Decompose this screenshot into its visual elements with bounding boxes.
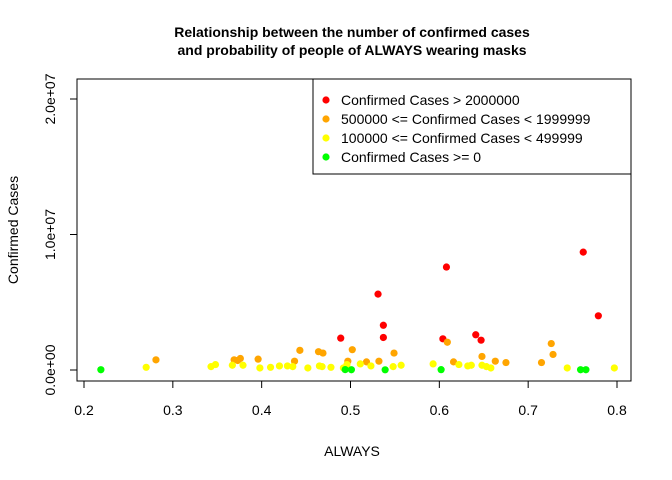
x-tick-label: 0.5 [341, 402, 361, 418]
data-point-series-2 [491, 357, 499, 365]
data-point-series-3 [289, 363, 297, 371]
data-point-series-2 [547, 339, 555, 348]
data-point-series-3 [397, 361, 405, 369]
data-point-series-4 [97, 366, 105, 374]
data-point-series-3 [266, 363, 275, 371]
data-point-series-3 [356, 360, 364, 368]
data-point-series-2 [390, 349, 398, 357]
x-tick-label: 0.4 [252, 402, 272, 418]
chart-title-line-2: and probability of people of ALWAYS wear… [177, 42, 526, 58]
data-point-series-3 [304, 364, 312, 372]
data-point-series-2 [296, 346, 304, 354]
x-tick-label: 0.3 [163, 402, 183, 418]
data-point-series-3 [256, 364, 264, 372]
data-point-series-2 [443, 338, 451, 346]
x-tick-label: 0.8 [607, 402, 627, 418]
data-point-series-2 [152, 356, 160, 364]
data-point-series-2 [537, 358, 546, 367]
x-tick-label: 0.6 [430, 402, 450, 418]
data-point-series-3 [367, 362, 375, 370]
data-point-series-3 [239, 361, 247, 369]
x-axis: 0.2 0.3 0.4 0.5 0.6 0.7 0.8 [74, 380, 627, 418]
data-point-series-1 [442, 263, 451, 271]
data-point-series-3 [283, 362, 292, 370]
x-tick-label: 0.2 [74, 402, 94, 418]
legend-entry-label: Confirmed Cases > 2000000 [341, 92, 520, 108]
data-point-series-2 [375, 357, 383, 365]
legend-box [312, 78, 632, 175]
data-point-series-2 [290, 357, 299, 365]
data-point-series-1 [594, 312, 602, 320]
legend-entry-label: 500000 <= Confirmed Cases < 1999999 [341, 111, 591, 127]
data-point-series-3 [327, 363, 335, 371]
data-point-series-4 [576, 366, 585, 374]
y-tick-label: 2.0e+07 [42, 73, 58, 124]
data-point-series-2 [502, 358, 510, 367]
data-point-series-2 [348, 346, 356, 354]
y-tick-label: 1.0e+07 [42, 209, 58, 260]
data-point-series-3 [142, 363, 150, 371]
chart-title-line-1: Relationship between the number of confi… [174, 24, 530, 40]
legend-marker [322, 115, 330, 123]
data-point-series-1 [379, 333, 387, 342]
legend-entry-label: 100000 <= Confirmed Cases < 499999 [341, 130, 583, 146]
data-point-series-4 [582, 366, 590, 374]
data-point-series-1 [472, 331, 480, 339]
data-point-series-3 [389, 363, 397, 371]
data-point-series-3 [228, 361, 236, 369]
data-point-series-1 [337, 334, 345, 342]
data-point-series-4 [381, 366, 389, 374]
data-point-series-3 [429, 360, 437, 368]
y-tick-label: 0.0e+00 [42, 344, 58, 395]
x-axis-label: ALWAYS [324, 443, 380, 459]
data-point-series-4 [341, 365, 349, 374]
data-point-series-2 [549, 350, 557, 359]
legend-entry-label: Confirmed Cases >= 0 [341, 149, 481, 165]
data-point-series-2 [319, 349, 327, 357]
data-point-series-3 [318, 363, 326, 371]
data-point-series-3 [563, 364, 571, 372]
data-point-series-3 [211, 360, 220, 369]
data-point-series-3 [467, 361, 475, 369]
data-point-series-3 [275, 362, 284, 370]
legend-marker [322, 134, 330, 142]
data-point-series-2 [449, 358, 458, 366]
data-points [97, 248, 618, 374]
legend-marker [322, 96, 330, 104]
data-point-series-2 [254, 355, 262, 363]
data-point-series-3 [487, 364, 495, 372]
x-tick-label: 0.7 [518, 402, 538, 418]
data-point-series-3 [455, 360, 463, 369]
y-axis-label: Confirmed Cases [5, 176, 21, 284]
data-point-series-2 [478, 352, 486, 361]
data-point-series-1 [579, 248, 587, 256]
data-point-series-1 [477, 336, 485, 344]
y-axis: 0.0e+00 1.0e+07 2.0e+07 [42, 73, 78, 396]
data-point-series-3 [610, 364, 618, 372]
data-point-series-4 [347, 366, 355, 374]
data-point-series-1 [379, 321, 387, 329]
data-point-series-2 [236, 354, 244, 363]
data-point-series-4 [437, 366, 445, 374]
data-point-series-1 [374, 290, 382, 298]
legend-marker [322, 153, 330, 161]
legend: Confirmed Cases > 2000000 500000 <= Confi… [312, 78, 632, 175]
